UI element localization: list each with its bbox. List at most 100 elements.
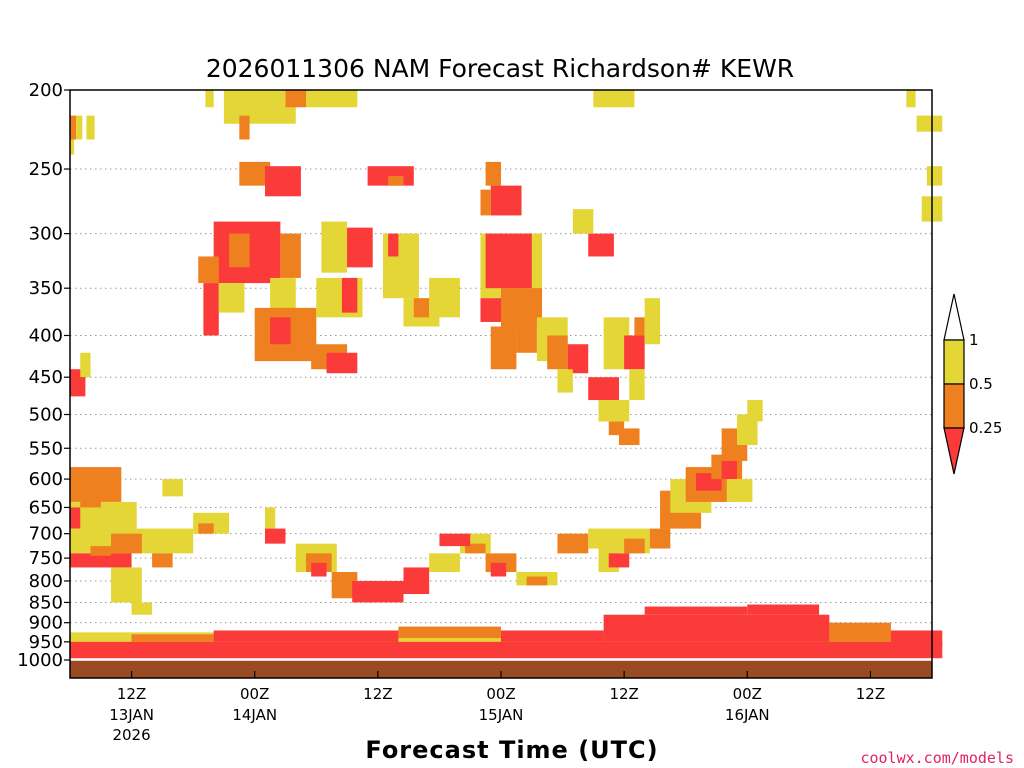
heatmap-cell xyxy=(352,580,404,603)
heatmap-cell xyxy=(485,161,501,186)
heatmap-cell xyxy=(311,562,327,577)
heatmap-cell xyxy=(619,428,640,446)
heatmap-cell xyxy=(572,209,594,234)
heatmap-cell xyxy=(280,233,301,278)
heatmap-cell xyxy=(270,317,291,345)
x-tick-date: 15JAN xyxy=(479,706,524,724)
legend-swatch-orange xyxy=(943,383,965,429)
heatmap-cell xyxy=(829,622,891,642)
heatmap-cell xyxy=(490,562,507,577)
heatmap-cell xyxy=(198,256,219,284)
y-tick-label: 350 xyxy=(29,278,63,299)
x-tick-label: 12Z xyxy=(363,685,392,703)
x-tick-date: 16JAN xyxy=(725,706,770,724)
y-axis: 200 250 300 350 400 450 500 550 600 650 700 7508008… xyxy=(17,80,70,671)
legend-swatch-yellow xyxy=(943,339,965,385)
heatmap-cell xyxy=(205,90,214,108)
heatmap-cell xyxy=(480,189,491,216)
legend: 1 0.5 0.25 xyxy=(943,293,1002,475)
legend-label: 0.25 xyxy=(969,419,1002,437)
heatmap-cell xyxy=(490,185,522,216)
y-tick-label: 850 xyxy=(29,592,63,613)
heatmap-cell xyxy=(80,352,91,378)
heatmap-cells xyxy=(70,90,943,659)
y-tick-label: 750 xyxy=(29,548,63,569)
heatmap-cell xyxy=(593,90,635,108)
heatmap-cell xyxy=(213,630,399,642)
x-tick-label: 00Z xyxy=(733,685,762,703)
y-tick-label: 800 xyxy=(29,571,63,592)
heatmap-cell xyxy=(413,298,430,318)
y-tick-label: 700 xyxy=(29,524,63,545)
heatmap-cell xyxy=(86,115,95,140)
heatmap-cell xyxy=(388,233,399,257)
heatmap-cell xyxy=(198,523,214,534)
y-tick-label: 600 xyxy=(29,469,63,490)
plot-area xyxy=(69,89,943,679)
legend-swatch-red xyxy=(943,427,965,475)
heatmap-cell xyxy=(321,221,348,273)
y-tick-label: 1000 xyxy=(17,650,63,671)
heatmap-cell xyxy=(608,553,630,568)
y-tick-label: 450 xyxy=(29,367,63,388)
x-tick-year: 2026 xyxy=(112,726,150,744)
heatmap-cell xyxy=(644,606,748,615)
credit-link[interactable]: coolwx.com/models xyxy=(860,749,1014,767)
heatmap-cell xyxy=(90,546,112,556)
heatmap-cell xyxy=(223,90,296,124)
heatmap-cell xyxy=(490,326,517,370)
heatmap-cell xyxy=(439,533,471,547)
heatmap-cell xyxy=(485,233,532,289)
heatmap-cell xyxy=(70,641,943,659)
heatmap-cell xyxy=(649,528,671,549)
heatmap-cell xyxy=(76,115,83,140)
heatmap-cell xyxy=(285,90,307,108)
x-tick-label: 12Z xyxy=(117,685,146,703)
heatmap-cell xyxy=(906,90,916,108)
heatmap-cell xyxy=(70,507,81,529)
heatmap-cell xyxy=(721,460,738,480)
heatmap-cell xyxy=(557,533,589,554)
heatmap-cell xyxy=(70,553,132,568)
surface-layer xyxy=(70,659,932,678)
heatmap-cell xyxy=(70,139,75,155)
heatmap-cell xyxy=(229,233,250,268)
heatmap-cell xyxy=(162,479,183,497)
heatmap-cell xyxy=(526,576,548,586)
heatmap-cell xyxy=(429,277,460,318)
heatmap-cell xyxy=(341,277,358,313)
y-tick-label: 300 xyxy=(29,224,63,245)
heatmap-cell xyxy=(80,484,101,508)
y-tick-label: 650 xyxy=(29,497,63,518)
x-tick-label: 00Z xyxy=(240,685,269,703)
x-tick-label: 00Z xyxy=(486,685,515,703)
heatmap-cell xyxy=(588,377,620,401)
heatmap-cell xyxy=(239,161,271,186)
x-tick-label: 12Z xyxy=(609,685,638,703)
heatmap-cell xyxy=(644,298,661,345)
heatmap-cell xyxy=(588,528,620,549)
legend-swatch-above xyxy=(943,293,965,341)
heatmap-cell xyxy=(465,543,486,554)
heatmap-cell xyxy=(926,166,943,186)
y-tick-label: 500 xyxy=(29,405,63,426)
heatmap-cell xyxy=(218,283,245,313)
heatmap-cell xyxy=(111,567,142,603)
y-tick-label: 400 xyxy=(29,325,63,346)
heatmap-cell xyxy=(629,369,645,401)
x-tick-date: 14JAN xyxy=(232,706,277,724)
heatmap-cell xyxy=(264,528,286,544)
heatmap-cell xyxy=(624,538,645,554)
heatmap-cell xyxy=(726,479,753,502)
heatmap-cell xyxy=(747,400,763,422)
heatmap-cell xyxy=(152,553,173,568)
heatmap-cell xyxy=(737,414,758,446)
heatmap-cell xyxy=(547,335,568,370)
heatmap-cell xyxy=(501,630,604,642)
heatmap-cell xyxy=(306,90,358,108)
heatmap-cell xyxy=(264,166,301,197)
heatmap-cell xyxy=(239,115,250,140)
surface-band xyxy=(70,660,932,678)
heatmap-cell xyxy=(598,400,630,422)
